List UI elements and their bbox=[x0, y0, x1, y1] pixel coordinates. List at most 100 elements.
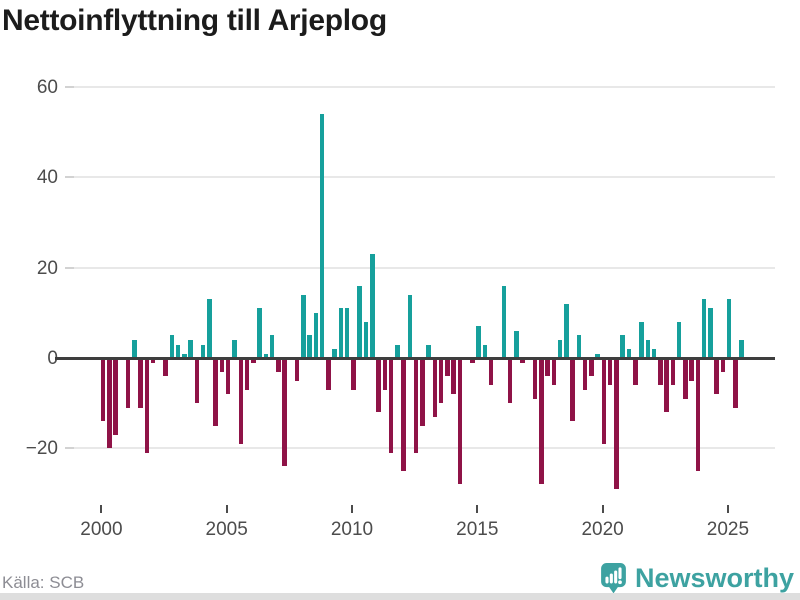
bar-2025-q2[interactable] bbox=[733, 358, 738, 408]
bar-2007-q1[interactable] bbox=[276, 358, 281, 372]
bar-2016-q2[interactable] bbox=[507, 358, 513, 404]
bar-2007-q4[interactable] bbox=[294, 358, 300, 381]
bar-2015-q2[interactable] bbox=[482, 344, 488, 358]
bar-2024-q4[interactable] bbox=[720, 358, 726, 372]
bar-2015-q3[interactable] bbox=[488, 358, 494, 386]
bar-2008-q3[interactable] bbox=[313, 312, 319, 358]
bar-2021-q3[interactable] bbox=[639, 321, 644, 358]
bar-2009-q1[interactable] bbox=[326, 358, 331, 390]
bar-2025-q1[interactable] bbox=[726, 299, 732, 358]
bar-2024-q2[interactable] bbox=[708, 308, 713, 358]
bar-2017-q4[interactable] bbox=[545, 358, 550, 377]
bar-2021-q1[interactable] bbox=[626, 349, 632, 358]
bar-2003-q1[interactable] bbox=[175, 344, 181, 358]
bar-2000-q2[interactable] bbox=[107, 358, 112, 449]
bar-2022-q1[interactable] bbox=[651, 349, 657, 358]
bar-2002-q3[interactable] bbox=[163, 358, 168, 377]
bar-2025-q3[interactable] bbox=[739, 339, 744, 358]
bar-2009-q4[interactable] bbox=[344, 308, 350, 358]
bar-2011-q4[interactable] bbox=[395, 344, 400, 358]
bar-2002-q4[interactable] bbox=[169, 335, 175, 358]
bar-2009-q2[interactable] bbox=[332, 349, 337, 358]
bar-2014-q1[interactable] bbox=[451, 358, 456, 395]
bar-2012-q2[interactable] bbox=[407, 294, 413, 358]
bar-2013-q2[interactable] bbox=[432, 358, 438, 417]
bar-2023-q4[interactable] bbox=[695, 358, 701, 471]
bar-2005-q3[interactable] bbox=[238, 358, 244, 444]
bar-2017-q3[interactable] bbox=[539, 358, 544, 485]
bar-2003-q2[interactable] bbox=[182, 353, 187, 358]
bar-2020-q4[interactable] bbox=[620, 335, 625, 358]
bar-2019-q4[interactable] bbox=[595, 353, 600, 358]
bar-2000-q3[interactable] bbox=[113, 358, 118, 435]
bar-2017-q2[interactable] bbox=[532, 358, 538, 399]
bar-2019-q2[interactable] bbox=[582, 358, 588, 390]
bar-2005-q1[interactable] bbox=[225, 358, 231, 395]
bar-2022-q2[interactable] bbox=[658, 358, 663, 386]
bar-2004-q1[interactable] bbox=[200, 344, 206, 358]
bar-2024-q3[interactable] bbox=[714, 358, 719, 395]
bar-2003-q4[interactable] bbox=[194, 358, 200, 404]
bar-2012-q1[interactable] bbox=[401, 358, 406, 471]
bar-2013-q4[interactable] bbox=[445, 358, 450, 377]
newsworthy-logo[interactable]: Newsworthy bbox=[601, 563, 794, 594]
bar-2012-q4[interactable] bbox=[420, 358, 425, 426]
bar-2021-q2[interactable] bbox=[633, 358, 638, 386]
bar-2005-q4[interactable] bbox=[244, 358, 250, 390]
bar-2001-q2[interactable] bbox=[132, 339, 137, 358]
bar-2006-q2[interactable] bbox=[257, 308, 262, 358]
bar-2006-q3[interactable] bbox=[263, 353, 269, 358]
bar-2018-q2[interactable] bbox=[557, 339, 563, 358]
bar-2016-q3[interactable] bbox=[514, 330, 519, 358]
bar-2020-q1[interactable] bbox=[601, 358, 607, 444]
bar-2013-q1[interactable] bbox=[426, 344, 431, 358]
bar-2011-q2[interactable] bbox=[382, 358, 388, 390]
bar-2018-q3[interactable] bbox=[564, 303, 569, 358]
bar-2020-q3[interactable] bbox=[614, 358, 619, 489]
bar-2008-q4[interactable] bbox=[319, 114, 325, 358]
bar-2005-q2[interactable] bbox=[232, 339, 237, 358]
bar-2013-q3[interactable] bbox=[438, 358, 444, 404]
gridline-y20 bbox=[65, 266, 775, 269]
bar-2011-q1[interactable] bbox=[376, 358, 381, 413]
bar-2006-q4[interactable] bbox=[269, 335, 275, 358]
bar-2023-q3[interactable] bbox=[689, 358, 694, 381]
bar-2022-q4[interactable] bbox=[670, 358, 676, 386]
bar-2002-q1[interactable] bbox=[150, 358, 156, 363]
bar-2018-q1[interactable] bbox=[551, 358, 557, 386]
bar-2016-q1[interactable] bbox=[501, 285, 507, 358]
bar-2010-q1[interactable] bbox=[351, 358, 356, 390]
bar-2019-q1[interactable] bbox=[576, 335, 582, 358]
bar-2022-q3[interactable] bbox=[664, 358, 669, 413]
bar-2003-q3[interactable] bbox=[188, 339, 193, 358]
bar-2009-q3[interactable] bbox=[338, 308, 344, 358]
bar-2010-q2[interactable] bbox=[357, 285, 362, 358]
bar-2012-q3[interactable] bbox=[413, 358, 419, 453]
bar-2007-q2[interactable] bbox=[282, 358, 287, 467]
bar-2000-q1[interactable] bbox=[100, 358, 106, 422]
bar-2016-q4[interactable] bbox=[520, 358, 525, 363]
bar-2008-q2[interactable] bbox=[307, 335, 312, 358]
bar-2014-q4[interactable] bbox=[470, 358, 475, 363]
bar-2001-q3[interactable] bbox=[138, 358, 143, 408]
bar-2001-q1[interactable] bbox=[125, 358, 131, 408]
bar-2004-q2[interactable] bbox=[207, 299, 212, 358]
bar-2004-q4[interactable] bbox=[219, 358, 225, 372]
bar-2023-q1[interactable] bbox=[676, 321, 682, 358]
bar-2019-q3[interactable] bbox=[589, 358, 594, 377]
bar-2006-q1[interactable] bbox=[251, 358, 256, 363]
bar-2014-q2[interactable] bbox=[457, 358, 463, 485]
bar-2004-q3[interactable] bbox=[213, 358, 218, 426]
bar-2010-q3[interactable] bbox=[363, 321, 369, 358]
bar-2008-q1[interactable] bbox=[301, 294, 306, 358]
bar-2011-q3[interactable] bbox=[388, 358, 394, 453]
bar-2015-q1[interactable] bbox=[476, 326, 481, 358]
bar-2021-q4[interactable] bbox=[645, 339, 651, 358]
bar-2020-q2[interactable] bbox=[607, 358, 613, 386]
bar-2024-q1[interactable] bbox=[701, 299, 707, 358]
gridline-y40 bbox=[65, 176, 775, 179]
bar-2023-q2[interactable] bbox=[683, 358, 688, 399]
bar-2010-q4[interactable] bbox=[370, 254, 375, 358]
bar-2001-q4[interactable] bbox=[144, 358, 150, 453]
bar-2018-q4[interactable] bbox=[570, 358, 575, 422]
